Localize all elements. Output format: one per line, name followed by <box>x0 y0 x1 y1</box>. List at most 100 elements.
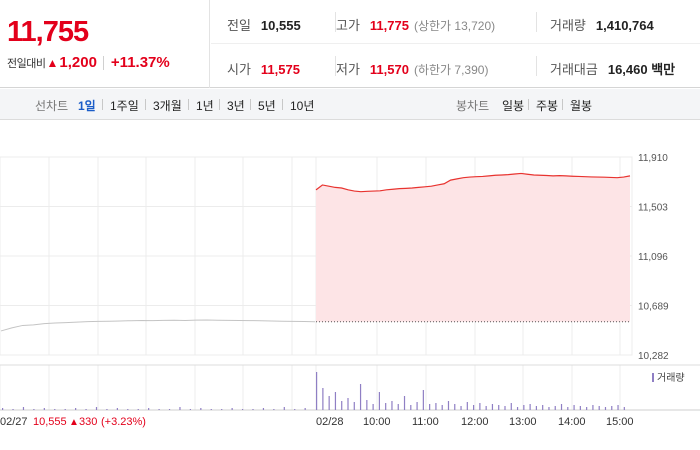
candle-daily-tab[interactable]: 일봉 <box>502 99 525 113</box>
volume-legend-swatch <box>652 373 654 382</box>
x-axis-time-label: 10:00 <box>363 416 391 428</box>
period-10y-tab[interactable]: 10년 <box>290 99 315 113</box>
x-axis-time-label: 11:00 <box>412 416 439 428</box>
volume-bar <box>391 401 393 410</box>
stat-label: 전일 <box>227 18 251 33</box>
volume-bar <box>416 402 418 410</box>
period-5y-tab[interactable]: 5년 <box>258 99 276 113</box>
volume-bar <box>554 406 556 410</box>
stat-label: 거래량 <box>550 18 586 33</box>
volume-bar <box>273 409 275 410</box>
volume-bar <box>516 407 519 410</box>
candle-monthly-tab[interactable]: 월봉 <box>570 99 593 113</box>
volume-bar <box>372 404 374 410</box>
volume-bar <box>334 392 337 410</box>
x-axis-time-label: 12:00 <box>461 416 489 428</box>
volume-bar <box>573 405 575 410</box>
volume-bar <box>252 409 254 410</box>
volume-bar <box>168 409 171 410</box>
volume-bar <box>366 400 368 410</box>
period-1w-tab[interactable]: 1주일 <box>110 99 139 113</box>
volume-bar <box>75 408 77 410</box>
volume-bar <box>304 408 306 410</box>
period-1d-tab[interactable]: 1일 <box>78 99 96 113</box>
volume-bar <box>262 408 265 410</box>
volume-bar <box>221 409 223 410</box>
current-price-box: 11,755 전일대비 ▲ 1,200 +11.37% <box>0 0 210 88</box>
stat-volume: 거래량 1,410,764 <box>550 15 654 34</box>
candle-weekly-tab[interactable]: 주봉 <box>536 99 559 113</box>
volume-bar <box>485 406 487 410</box>
divider <box>335 56 336 76</box>
volume-bar <box>454 404 456 410</box>
volume-bar <box>504 406 506 410</box>
x-axis-time-label: 02/28 <box>316 416 344 428</box>
volume-bar <box>158 409 160 410</box>
stat-label: 저가 <box>336 62 360 77</box>
candle-chart-label: 봉차트 <box>456 99 490 113</box>
volume-bar <box>341 401 343 410</box>
up-arrow-icon: ▲ <box>46 55 59 70</box>
stats-row-2: 시가 11,575 저가 11,570 (하한가 7,390) 거래대금 16,… <box>211 44 700 88</box>
volume-bar <box>542 405 544 410</box>
volume-bar <box>95 407 98 410</box>
divider <box>102 99 103 110</box>
prev-day-up-arrow-icon: ▲ <box>69 417 79 428</box>
volume-bar <box>231 408 233 410</box>
volume-bar <box>127 409 129 410</box>
price-chart-svg: 11,910 11,503 11,096 10,689 10,282 02/28 10:0… <box>0 153 700 428</box>
volume-bar <box>535 406 537 410</box>
stat-open: 시가 11,575 <box>227 59 300 78</box>
volume-bar <box>283 407 285 410</box>
volume-bar <box>116 408 118 410</box>
volume-bar <box>12 409 14 410</box>
period-3m-tab[interactable]: 3개월 <box>153 99 182 113</box>
volume-bar <box>422 390 424 410</box>
volume-bar <box>54 409 56 410</box>
divider <box>250 99 251 110</box>
stat-label: 시가 <box>227 62 251 77</box>
y-axis-tick-label: 10,689 <box>638 302 669 313</box>
divider <box>188 99 189 110</box>
volume-bar <box>460 406 462 410</box>
today-price-line <box>315 172 631 193</box>
prev-day-change: 330 <box>79 416 97 428</box>
stat-value: 1,410,764 <box>595 18 654 33</box>
volume-bar <box>359 384 362 410</box>
stat-value: 11,575 <box>260 62 300 77</box>
volume-bar <box>548 407 550 410</box>
volume-bar <box>328 396 330 410</box>
x-axis-time-label: 13:00 <box>509 416 537 428</box>
y-axis-tick-label: 11,910 <box>638 153 668 164</box>
volume-bar <box>316 372 318 410</box>
volume-bar <box>353 402 355 410</box>
change-amount: 1,200 <box>59 54 97 71</box>
prev-day-price-line <box>0 319 316 332</box>
volume-bar <box>598 406 600 410</box>
x-axis-time-label: 14:00 <box>558 416 586 428</box>
volume-bar <box>579 406 581 410</box>
period-3y-tab[interactable]: 3년 <box>227 99 245 113</box>
y-axis-tick-label: 11,503 <box>638 203 668 214</box>
volume-bar <box>22 407 25 410</box>
price-chart[interactable]: 11,910 11,503 11,096 10,689 10,282 02/28 10:0… <box>0 120 700 450</box>
divider <box>562 99 563 110</box>
stat-high: 고가 11,775 (상한가 13,720) <box>336 15 495 34</box>
volume-bar <box>322 388 324 410</box>
x-axis-time-label: 15:00 <box>606 416 634 428</box>
stat-label: 고가 <box>336 18 360 33</box>
volume-bar <box>85 409 87 410</box>
period-1y-tab[interactable]: 1년 <box>196 99 214 113</box>
volume-bar <box>529 404 531 410</box>
y-axis-tick-label: 10,282 <box>638 351 669 362</box>
volume-bar <box>491 404 494 410</box>
volume-bar <box>43 408 45 410</box>
divider <box>528 99 529 110</box>
upper-limit: (상한가 13,720) <box>413 19 496 33</box>
volume-bar <box>466 402 468 410</box>
volume-bar <box>403 396 406 410</box>
volume-bar <box>523 405 525 410</box>
volume-bar <box>179 407 181 410</box>
y-axis-tick-label: 11,096 <box>638 252 668 263</box>
volume-bar <box>623 407 625 410</box>
